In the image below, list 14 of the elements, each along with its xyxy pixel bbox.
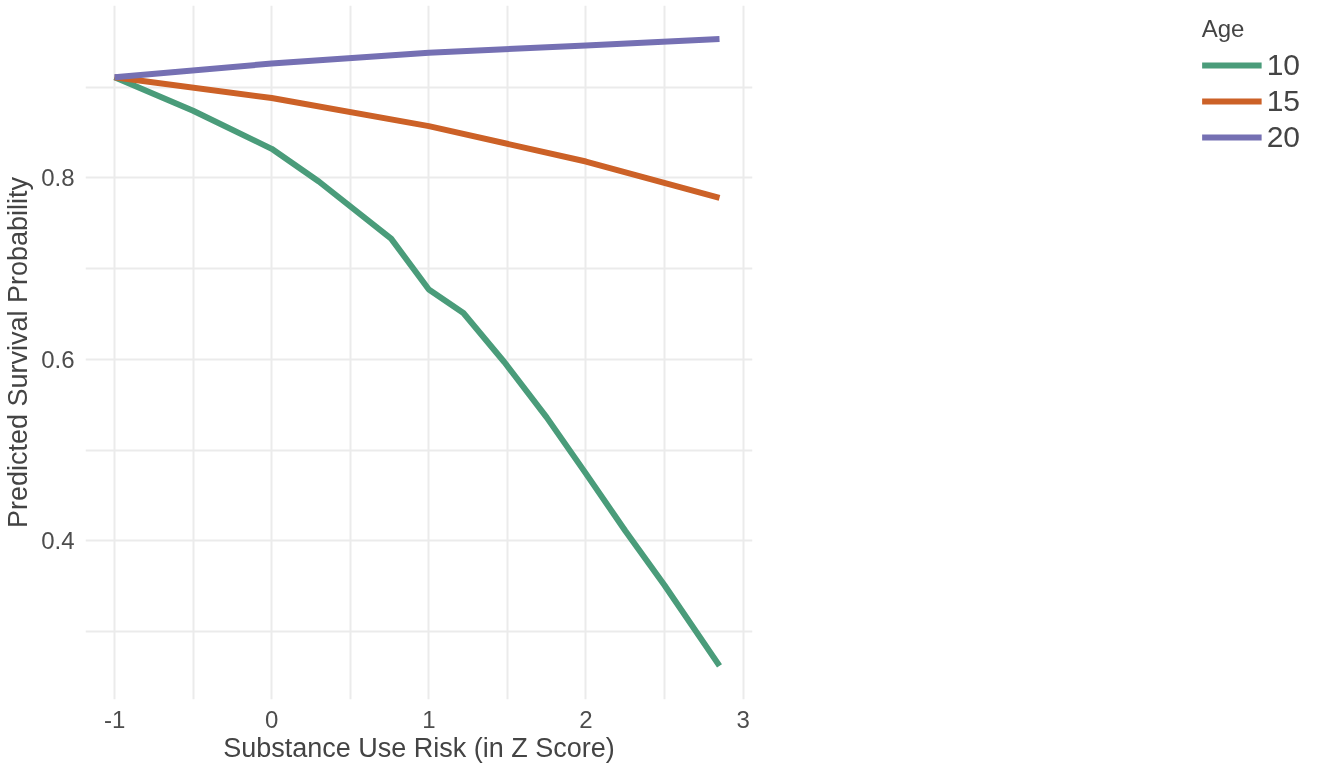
- legend-label: 10: [1266, 48, 1300, 82]
- legend-label: 15: [1266, 84, 1300, 118]
- x-tick-label: -1: [103, 705, 126, 733]
- x-tick-label: 0: [265, 705, 279, 733]
- x-tick-label: 3: [736, 705, 750, 733]
- x-tick-label: 1: [422, 705, 436, 733]
- legend-label: 20: [1266, 120, 1300, 154]
- y-axis-title: Predicted Survival Probability: [3, 176, 34, 529]
- y-tick-label: 0.8: [41, 164, 75, 192]
- x-axis-title: Substance Use Risk (in Z Score): [223, 732, 615, 763]
- y-tick-label: 0.4: [41, 527, 75, 555]
- x-tick-label: 2: [579, 705, 593, 733]
- legend-title: Age: [1201, 15, 1246, 43]
- y-tick-label: 0.6: [41, 345, 75, 373]
